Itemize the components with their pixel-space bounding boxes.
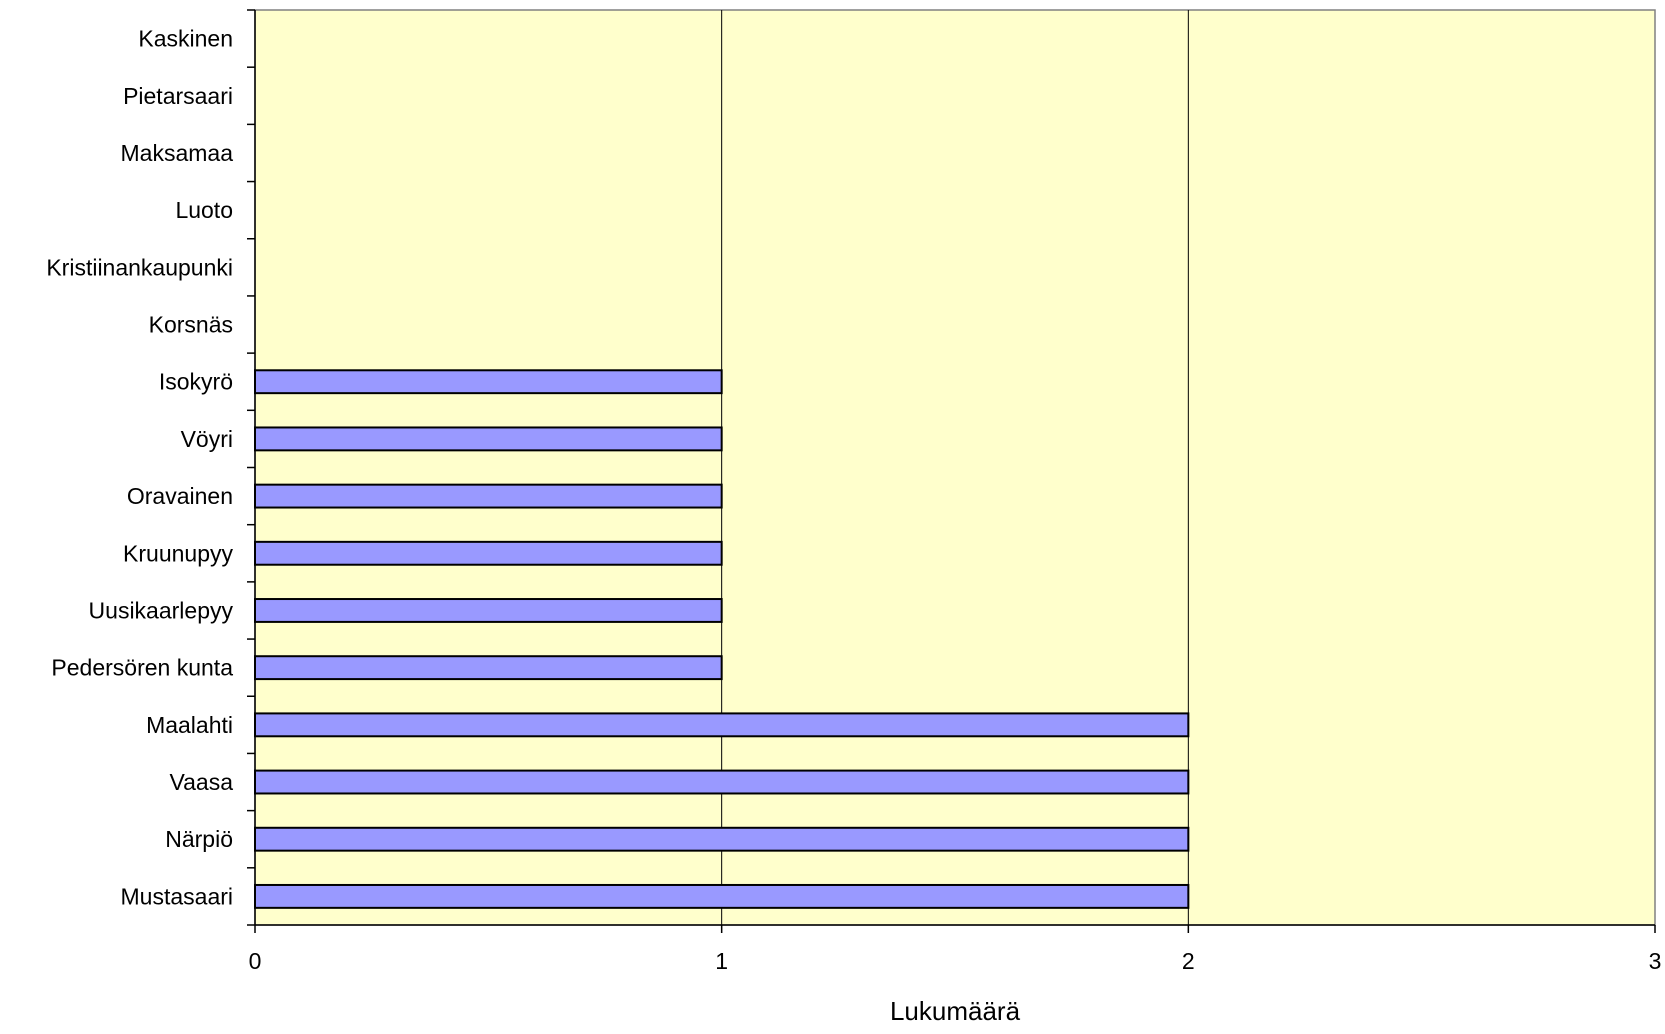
bar-9 <box>254 540 723 566</box>
category-label-10: Uusikaarlepyy <box>89 597 234 623</box>
bar-13 <box>254 769 1190 795</box>
category-label-14: Närpiö <box>165 826 233 852</box>
bar-11 <box>254 655 723 681</box>
bar-10 <box>254 598 723 623</box>
bar-12 <box>254 712 1190 738</box>
tick-labels: 0 1 2 3 <box>249 948 1662 974</box>
category-label-3: Luoto <box>175 197 233 223</box>
category-labels: Kaskinen Pietarsaari Maksamaa Luoto Kristiin… <box>46 26 233 910</box>
bar-6 <box>254 369 723 395</box>
category-label-11: Pedersören kunta <box>51 655 233 681</box>
x-tick-label-0: 0 <box>249 948 262 974</box>
category-label-15: Mustasaari <box>121 883 233 909</box>
category-label-12: Maalahti <box>146 712 233 738</box>
x-tick-label-1: 1 <box>715 948 728 974</box>
category-label-5: Korsnäs <box>149 312 233 338</box>
category-label-9: Kruunupyy <box>123 540 233 566</box>
bars <box>254 369 1190 909</box>
axes <box>247 9 1656 933</box>
category-label-1: Pietarsaari <box>123 83 233 109</box>
bar-8 <box>254 483 723 509</box>
x-tick-label-2: 2 <box>1182 948 1195 974</box>
category-label-8: Oravainen <box>127 483 233 509</box>
x-tick-label-3: 3 <box>1649 948 1662 974</box>
x-axis-title: Lukumäärä <box>890 996 1021 1026</box>
category-label-2: Maksamaa <box>121 140 234 166</box>
category-label-6: Isokyrö <box>159 369 233 395</box>
category-label-7: Vöyri <box>181 426 233 452</box>
bar-14 <box>254 826 1190 852</box>
category-label-13: Vaasa <box>169 769 233 795</box>
bar-15 <box>254 883 1190 909</box>
category-label-4: Kristiinankaupunki <box>46 254 233 280</box>
bar-7 <box>254 426 723 452</box>
category-label-0: Kaskinen <box>138 26 233 52</box>
